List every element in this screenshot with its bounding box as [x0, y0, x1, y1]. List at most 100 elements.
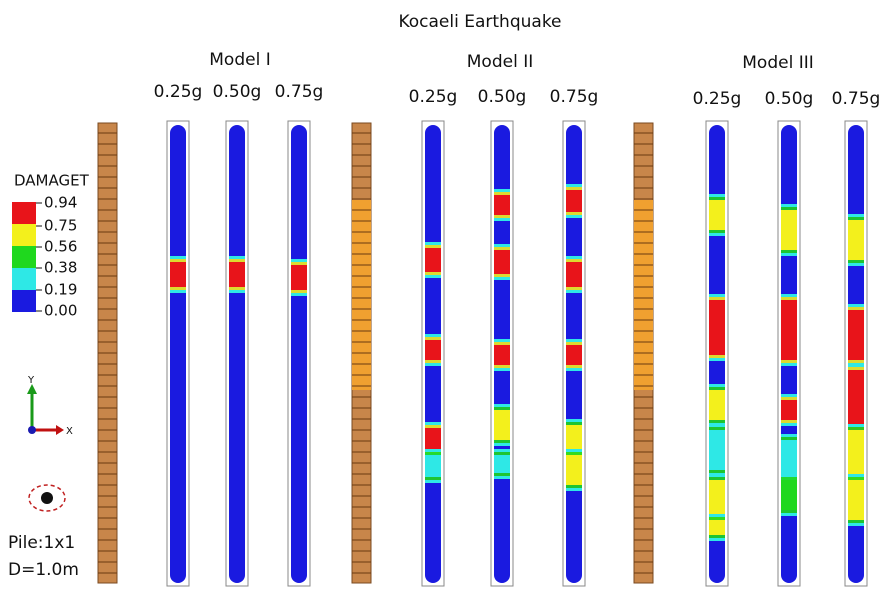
damage-edge	[848, 214, 864, 217]
damage-edge	[709, 233, 725, 236]
damage-edge	[494, 218, 510, 221]
damage-edge	[425, 363, 441, 366]
damage-edge	[425, 449, 441, 452]
damage-edge	[494, 339, 510, 342]
damage-edge	[494, 277, 510, 280]
legend-title: DAMAGET	[14, 172, 90, 190]
damage-edge	[566, 256, 582, 259]
model-name: Model III	[742, 53, 814, 73]
model-name: Model I	[209, 50, 270, 70]
damage-edge	[848, 474, 864, 477]
damage-zone	[170, 262, 186, 287]
damage-edge	[170, 256, 186, 259]
damage-edge	[425, 480, 441, 483]
soil-layer	[352, 200, 371, 390]
pga-label: 0.75g	[550, 87, 599, 107]
damage-edge	[494, 449, 510, 452]
damage-edge	[781, 434, 797, 437]
damage-edge	[494, 189, 510, 192]
damage-edge	[566, 290, 582, 293]
damage-edge	[494, 368, 510, 371]
damage-zone	[709, 430, 725, 470]
legend-label: 0.75	[44, 217, 77, 235]
damage-edge	[781, 394, 797, 397]
pga-label: 0.50g	[765, 89, 814, 109]
damage-zone	[566, 190, 582, 212]
damage-edge	[291, 293, 307, 296]
figure-title: Kocaeli Earthquake	[398, 12, 561, 32]
damage-edge	[494, 476, 510, 479]
damage-zone	[494, 345, 510, 365]
axis-triad	[27, 384, 64, 435]
damage-zone	[425, 248, 441, 272]
damage-edge	[781, 294, 797, 297]
damage-edge	[425, 334, 441, 337]
damage-edge	[848, 424, 864, 427]
damage-zone	[709, 520, 725, 535]
damage-zone	[425, 455, 441, 477]
damage-edge	[781, 423, 797, 426]
pga-label: 0.75g	[275, 82, 324, 102]
damage-zone	[848, 480, 864, 520]
damage-edge	[709, 424, 725, 427]
damage-edge	[848, 364, 864, 367]
legend-label: 0.56	[44, 238, 77, 256]
damage-zone	[781, 400, 797, 420]
damage-zone	[848, 310, 864, 360]
damage-edge	[709, 294, 725, 297]
damage-zone	[494, 410, 510, 440]
model-name: Model II	[467, 52, 533, 72]
damage-zone	[229, 262, 245, 287]
damage-edge	[709, 194, 725, 197]
damage-edge	[781, 363, 797, 366]
pile-info: D=1.0m	[8, 560, 79, 580]
pile-info: Pile:1x1	[8, 533, 75, 553]
damage-edge	[566, 449, 582, 452]
damage-zone	[848, 430, 864, 480]
damage-edge	[229, 256, 245, 259]
pile	[291, 125, 307, 583]
soil-layer	[634, 200, 653, 390]
damage-edge	[781, 513, 797, 516]
damage-zone	[425, 340, 441, 360]
damage-edge	[781, 204, 797, 207]
damage-edge	[781, 474, 797, 477]
damage-edge	[848, 263, 864, 266]
damage-edge	[709, 538, 725, 541]
pga-label: 0.25g	[154, 82, 203, 102]
damage-edge	[494, 443, 510, 446]
legend-label: 0.00	[44, 302, 77, 320]
pile	[229, 125, 245, 583]
damage-zone	[566, 262, 582, 287]
damage-zone	[566, 345, 582, 365]
damage-edge	[566, 488, 582, 491]
legend-swatches	[12, 202, 36, 312]
damage-zone	[566, 455, 582, 485]
pga-label: 0.25g	[409, 87, 458, 107]
axis-y-label: Y	[27, 375, 35, 386]
damage-edge	[425, 275, 441, 278]
legend-label: 0.19	[44, 281, 77, 299]
damage-edge	[170, 290, 186, 293]
damage-zone	[709, 390, 725, 420]
damage-edge	[425, 422, 441, 425]
damage-edge	[709, 358, 725, 361]
pile	[170, 125, 186, 583]
damage-zone	[494, 250, 510, 274]
legend-label: 0.94	[44, 194, 77, 212]
pga-label: 0.75g	[832, 89, 880, 109]
damage-edge	[425, 242, 441, 245]
damage-zone	[494, 455, 510, 473]
damage-zone	[781, 300, 797, 360]
pga-label: 0.25g	[693, 89, 742, 109]
damage-zone	[709, 200, 725, 230]
damage-edge	[494, 404, 510, 407]
damage-edge	[566, 215, 582, 218]
damage-edge	[781, 253, 797, 256]
pga-label: 0.50g	[213, 82, 262, 102]
damage-edge	[709, 474, 725, 477]
damage-edge	[709, 514, 725, 517]
damage-edge	[494, 244, 510, 247]
damage-zone	[494, 195, 510, 215]
legend-label: 0.38	[44, 259, 77, 277]
